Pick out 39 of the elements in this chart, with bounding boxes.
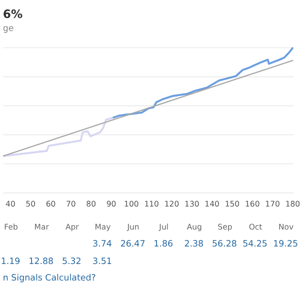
- chart-title: 6%: [2, 7, 23, 22]
- x-tick-label: 60: [46, 199, 56, 208]
- data-label: 19.25: [273, 240, 298, 250]
- x-tick-label: 160: [244, 199, 260, 208]
- data-label: 5.32: [62, 256, 82, 267]
- data-label: 1.19: [0, 256, 20, 267]
- x-tick-label: 130: [184, 199, 200, 208]
- data-label: 3.51: [92, 256, 112, 267]
- data-label: 1.86: [154, 240, 174, 250]
- category-label: Mar: [34, 222, 50, 232]
- category-label: May: [94, 222, 112, 232]
- x-tick-label: 110: [144, 199, 160, 208]
- category-label: Nov: [278, 222, 294, 232]
- data-label: 3.74: [92, 240, 112, 250]
- x-tick-label: 140: [204, 199, 220, 208]
- data-label: 2.38: [184, 240, 204, 250]
- data-label: 12.88: [28, 256, 54, 267]
- data-label: 54.25: [242, 240, 268, 250]
- x-tick-label: 50: [26, 199, 36, 208]
- category-label: Oct: [248, 222, 262, 232]
- x-tick-label: 80: [86, 199, 96, 208]
- data-label: 56.28: [212, 240, 237, 250]
- x-tick-label: 90: [106, 199, 116, 208]
- x-tick-label: 40: [6, 199, 16, 208]
- category-label: Jun: [126, 222, 140, 232]
- x-tick-label: 120: [164, 199, 180, 208]
- text: n Signals Calculated?: [2, 273, 96, 284]
- category-label: Jul: [158, 222, 168, 232]
- x-tick-label: 70: [66, 199, 76, 208]
- data-label: 26.47: [120, 240, 146, 250]
- x-tick-label: 170: [265, 199, 280, 208]
- category-label: Sep: [218, 222, 232, 232]
- chart-subtitle: ge: [2, 24, 14, 34]
- category-label: Aug: [186, 222, 202, 232]
- x-tick-label: 100: [124, 199, 139, 208]
- x-tick-label: 150: [224, 199, 240, 208]
- category-label: Apr: [65, 222, 80, 232]
- x-tick-label: 180: [285, 199, 300, 208]
- category-label: Feb: [4, 222, 18, 232]
